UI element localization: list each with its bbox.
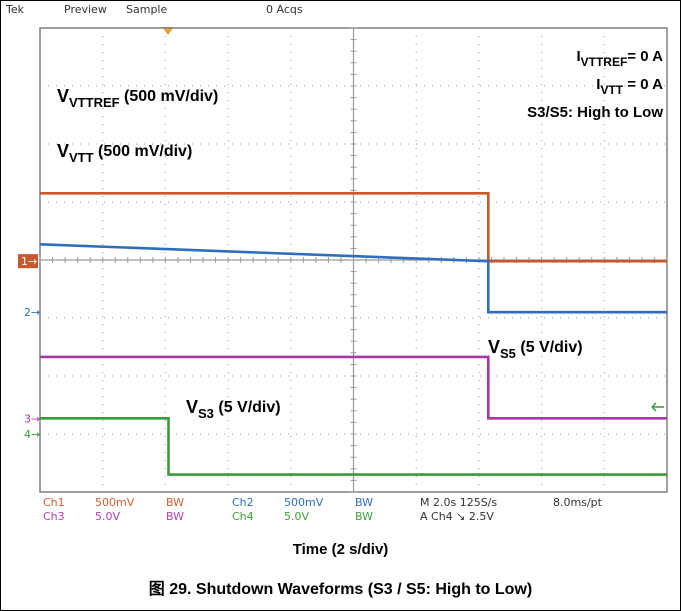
acq-mode-label: Sample (126, 3, 167, 16)
channel-3-marker: 3→ (24, 412, 40, 425)
ch2-bw: BW (355, 496, 373, 509)
trigger-readout: A Ch4 ↘ 2.5V (420, 510, 494, 523)
x-axis-label: Time (2 s/div) (292, 541, 389, 558)
ch3-bw: BW (166, 510, 184, 523)
brand-label: Tek (5, 3, 25, 16)
ch3-scale: 5.0V (95, 510, 120, 523)
traces (39, 192, 667, 476)
status-bar: Ch1 500mV BW Ch3 5.0V BW Ch2 500mV BW Ch… (43, 496, 603, 523)
channel-1-marker: 1→ (18, 254, 38, 269)
trace-vs5 (40, 355, 667, 420)
level-markers: 1→ 2→ 3→ 4→ (18, 254, 40, 441)
ch1-bw: BW (166, 496, 184, 509)
channel-4-marker: 4→ (24, 428, 40, 441)
ch4-scale: 5.0V (284, 510, 309, 523)
ch4-bw: BW (355, 510, 373, 523)
ch1-scale: 500mV (95, 496, 135, 509)
svg-text:3→: 3→ (24, 412, 40, 425)
vttref-label: VVTTREF (500 mV/div) (57, 86, 218, 110)
trace-vvtt (39, 243, 667, 314)
svg-text:1→: 1→ (21, 255, 37, 268)
ch3-name: Ch3 (43, 510, 65, 523)
svg-text:2→: 2→ (24, 306, 40, 319)
ivttref-condition: IVTTREF= 0 A (576, 48, 663, 69)
vs3-label: VS3 (5 V/div) (186, 397, 281, 421)
ivtt-condition: IVTT = 0 A (596, 76, 663, 97)
trace-vs3 (40, 417, 667, 476)
trigger-level-icon (651, 402, 664, 412)
ch1-name: Ch1 (43, 496, 65, 509)
svg-text:4→: 4→ (24, 428, 40, 441)
trace-vvttref (40, 192, 667, 263)
figure-caption: 图 29. Shutdown Waveforms (S3 / S5: High … (148, 581, 533, 598)
ch4-name: Ch4 (232, 510, 254, 523)
sample-rate-readout: 8.0ms/pt (553, 496, 603, 509)
timebase-readout: M 2.0s 125S/s (420, 496, 497, 509)
vs5-label: VS5 (5 V/div) (488, 337, 583, 361)
channel-2-marker: 2→ (24, 306, 40, 319)
acq-count-label: 0 Acqs (266, 3, 303, 16)
ch2-name: Ch2 (232, 496, 254, 509)
transition-condition: S3/S5: High to Low (527, 104, 663, 121)
mode-label: Preview (64, 3, 107, 16)
oscilloscope-screen: Tek Preview Sample 0 Acqs 1→ 2→ 3→ 4→ VVTTR… (5, 3, 668, 523)
vtt-label: VVTT (500 mV/div) (57, 141, 192, 165)
ch2-scale: 500mV (284, 496, 324, 509)
